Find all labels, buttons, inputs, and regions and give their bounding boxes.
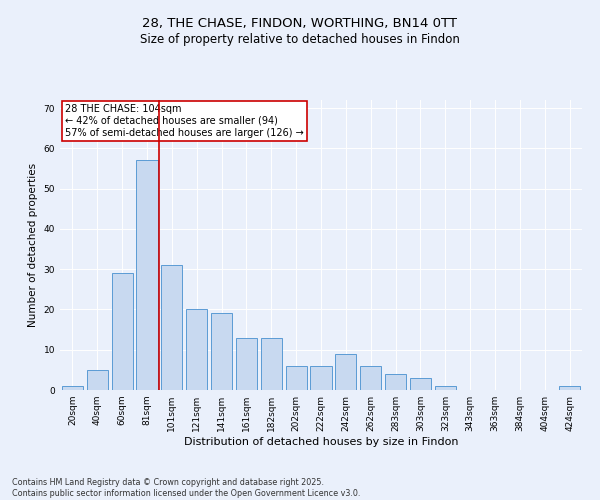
Bar bbox=[186, 310, 207, 390]
Bar bbox=[286, 366, 307, 390]
Bar bbox=[360, 366, 381, 390]
Bar bbox=[410, 378, 431, 390]
Text: Size of property relative to detached houses in Findon: Size of property relative to detached ho… bbox=[140, 32, 460, 46]
Bar bbox=[559, 386, 580, 390]
Bar bbox=[310, 366, 332, 390]
Bar bbox=[335, 354, 356, 390]
Bar bbox=[385, 374, 406, 390]
Bar bbox=[236, 338, 257, 390]
Bar bbox=[87, 370, 108, 390]
Bar bbox=[161, 265, 182, 390]
Text: Contains HM Land Registry data © Crown copyright and database right 2025.
Contai: Contains HM Land Registry data © Crown c… bbox=[12, 478, 361, 498]
Bar bbox=[136, 160, 158, 390]
X-axis label: Distribution of detached houses by size in Findon: Distribution of detached houses by size … bbox=[184, 437, 458, 447]
Text: 28, THE CHASE, FINDON, WORTHING, BN14 0TT: 28, THE CHASE, FINDON, WORTHING, BN14 0T… bbox=[143, 18, 458, 30]
Bar bbox=[211, 314, 232, 390]
Bar bbox=[261, 338, 282, 390]
Y-axis label: Number of detached properties: Number of detached properties bbox=[28, 163, 38, 327]
Text: 28 THE CHASE: 104sqm
← 42% of detached houses are smaller (94)
57% of semi-detac: 28 THE CHASE: 104sqm ← 42% of detached h… bbox=[65, 104, 304, 138]
Bar bbox=[62, 386, 83, 390]
Bar bbox=[112, 273, 133, 390]
Bar bbox=[435, 386, 456, 390]
